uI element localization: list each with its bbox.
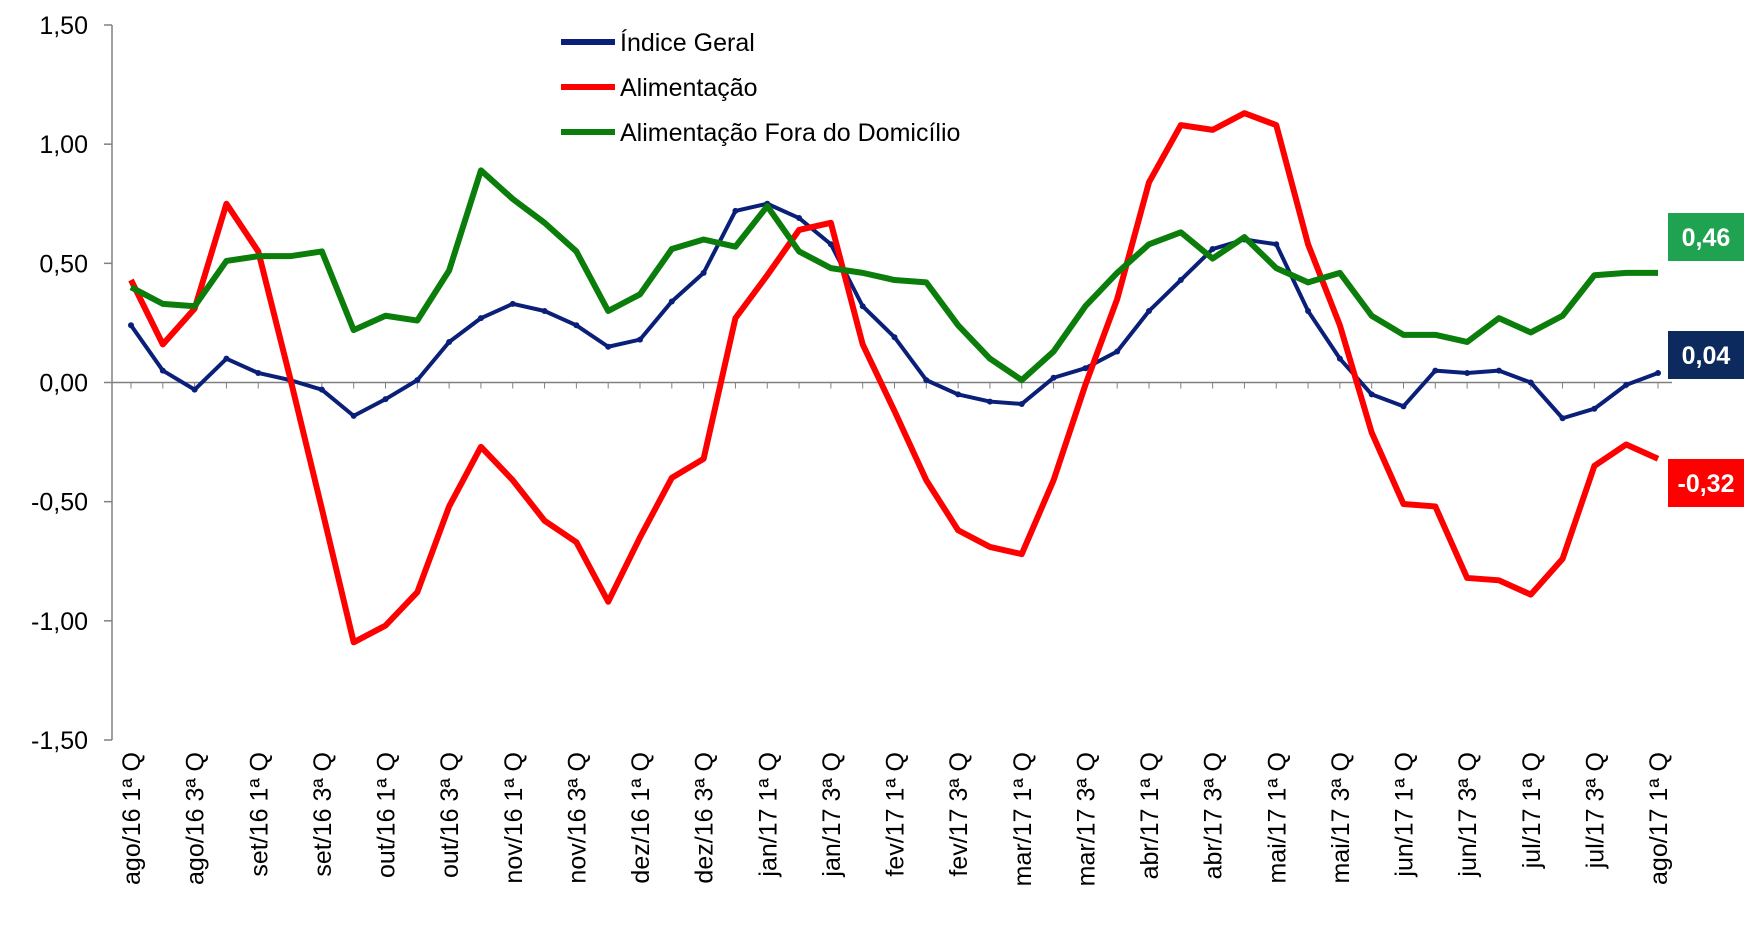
- point: [605, 343, 612, 350]
- point: [1336, 355, 1343, 362]
- x-tick-label: ago/17 1ª Q: [1645, 752, 1673, 885]
- point: [1495, 367, 1502, 374]
- point: [477, 315, 484, 322]
- point: [668, 298, 675, 305]
- point: [128, 322, 134, 329]
- point: [637, 336, 643, 343]
- x-tick-label: fev/17 3ª Q: [945, 752, 973, 877]
- point: [541, 308, 548, 314]
- x-tick-label: ago/16 1ª Q: [118, 752, 146, 885]
- point: [382, 396, 389, 403]
- x-tick-label: mai/17 3ª Q: [1327, 752, 1355, 884]
- x-tick-label: set/16 1ª Q: [245, 752, 273, 877]
- series-line: [129, 167, 1658, 384]
- point: [1177, 277, 1184, 284]
- legend-label: Índice Geral: [620, 28, 755, 57]
- point: [223, 355, 230, 362]
- legend-label: Alimentação Fora do Domicílio: [620, 119, 960, 147]
- point: [1146, 308, 1152, 314]
- end-label: -0,32: [1678, 470, 1735, 498]
- x-tick-label: dez/16 1ª Q: [627, 752, 655, 884]
- point: [1432, 367, 1439, 374]
- point: [1527, 379, 1534, 386]
- y-tick-label: 1,00: [39, 131, 88, 159]
- point: [732, 207, 739, 214]
- x-tick-label: mar/17 3ª Q: [1072, 752, 1100, 886]
- point: [255, 369, 262, 376]
- point: [1082, 365, 1089, 372]
- point: [891, 334, 898, 341]
- y-tick-label: -1,00: [31, 608, 88, 636]
- x-tick-label: fev/17 1ª Q: [882, 752, 910, 877]
- x-tick-label: set/16 3ª Q: [309, 752, 337, 877]
- point: [1368, 391, 1375, 398]
- x-tick-label: jul/17 3ª Q: [1581, 752, 1609, 869]
- y-tick-label: 1,50: [39, 12, 88, 40]
- x-tick-label: jan/17 1ª Q: [754, 752, 782, 878]
- point: [1623, 381, 1630, 388]
- x-tick-label: mar/17 1ª Q: [1009, 752, 1037, 886]
- x-tick-label: nov/16 1ª Q: [500, 752, 528, 884]
- x-tick-label: jan/17 3ª Q: [818, 752, 846, 878]
- point: [796, 215, 803, 222]
- end-label-box: [1668, 459, 1744, 507]
- point: [1018, 400, 1025, 407]
- point: [414, 377, 421, 384]
- y-tick-label: -0,50: [31, 489, 88, 517]
- point: [1050, 374, 1057, 381]
- end-label-box: [1668, 213, 1744, 261]
- point: [159, 367, 166, 374]
- point: [986, 398, 993, 405]
- x-tick-label: nov/16 3ª Q: [563, 752, 591, 884]
- point: [859, 303, 866, 310]
- y-tick-label: 0,00: [39, 370, 88, 398]
- point: [509, 300, 516, 307]
- x-tick-label: jun/17 3ª Q: [1454, 752, 1482, 878]
- point: [923, 377, 930, 384]
- x-tick-label: out/16 3ª Q: [436, 752, 464, 878]
- point: [1591, 405, 1598, 412]
- x-tick-label: dez/16 3ª Q: [691, 752, 719, 884]
- x-tick-label: mai/17 1ª Q: [1263, 752, 1291, 884]
- point: [1209, 246, 1216, 253]
- point: [446, 338, 453, 345]
- x-tick-label: abr/17 1ª Q: [1136, 752, 1164, 879]
- x-tick-label: jun/17 1ª Q: [1391, 752, 1419, 878]
- point: [1273, 241, 1280, 248]
- legend-label: Alimentação: [620, 74, 758, 102]
- end-label: 0,04: [1682, 342, 1731, 370]
- y-tick-label: -1,50: [31, 727, 88, 755]
- point: [1114, 348, 1121, 355]
- y-tick-label: 0,50: [39, 250, 88, 278]
- point: [1655, 369, 1661, 376]
- x-tick-label: out/16 1ª Q: [373, 752, 401, 878]
- point: [1400, 403, 1407, 410]
- point: [1464, 369, 1471, 376]
- x-tick-label: abr/17 3ª Q: [1200, 752, 1228, 879]
- x-tick-label: jul/17 1ª Q: [1518, 752, 1546, 869]
- x-tick-label: ago/16 3ª Q: [182, 752, 210, 885]
- point: [573, 322, 580, 329]
- point: [700, 269, 707, 276]
- point: [1559, 415, 1566, 422]
- point: [955, 391, 962, 398]
- point: [350, 412, 357, 419]
- point: [827, 241, 834, 248]
- end-label-box: [1668, 331, 1744, 379]
- end-label: 0,46: [1682, 224, 1731, 252]
- point: [191, 386, 198, 393]
- series-line: [128, 110, 1660, 646]
- point: [318, 386, 325, 393]
- point: [1305, 308, 1312, 314]
